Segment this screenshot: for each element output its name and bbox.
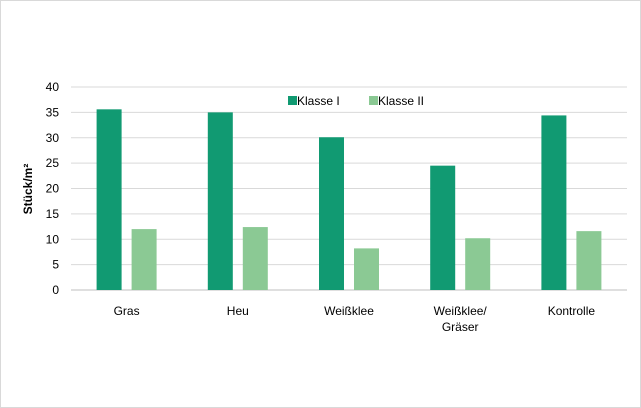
bar-2-1 <box>131 229 157 290</box>
legend: Klasse I Klasse II <box>288 94 424 108</box>
x-tick-label: Gras <box>114 304 140 318</box>
y-tick-label: 40 <box>46 80 60 94</box>
bar-2-2 <box>242 227 268 290</box>
y-tick-labels: 0 5 10 15 20 25 30 35 40 <box>46 80 60 297</box>
bar-1-2 <box>207 112 233 290</box>
bar-2-3 <box>354 248 379 290</box>
y-axis-label: Stück/m² <box>21 164 35 215</box>
bar-1-4 <box>430 165 456 290</box>
y-tick-label: 25 <box>46 156 60 170</box>
x-tick-label: Kontrolle <box>548 304 596 318</box>
y-tick-label: 30 <box>46 131 60 145</box>
bars <box>96 109 602 290</box>
x-tick-label: Weißklee/Gräser <box>434 304 488 334</box>
y-tick-label: 35 <box>46 105 60 119</box>
legend-label: Klasse II <box>378 94 424 108</box>
x-tick-label: Weißklee <box>324 304 374 318</box>
y-tick-label: 0 <box>52 283 59 297</box>
y-tick-label: 15 <box>46 207 60 221</box>
gridlines <box>71 86 627 291</box>
legend-swatch <box>369 96 378 105</box>
bar-2-4 <box>465 238 491 290</box>
x-tick-labels: Gras Heu Weißklee Weißklee/Gräser Kontrolle <box>114 304 596 334</box>
bar-1-5 <box>541 115 567 290</box>
bar-1-1 <box>96 109 122 290</box>
x-tick-label: Heu <box>227 304 249 318</box>
bar-2-5 <box>576 231 602 290</box>
y-tick-label: 10 <box>46 232 60 246</box>
y-tick-label: 5 <box>52 258 59 272</box>
legend-swatch <box>288 96 297 105</box>
y-tick-label: 20 <box>46 182 60 196</box>
legend-label: Klasse I <box>297 94 340 108</box>
bar-1-3 <box>319 137 344 290</box>
